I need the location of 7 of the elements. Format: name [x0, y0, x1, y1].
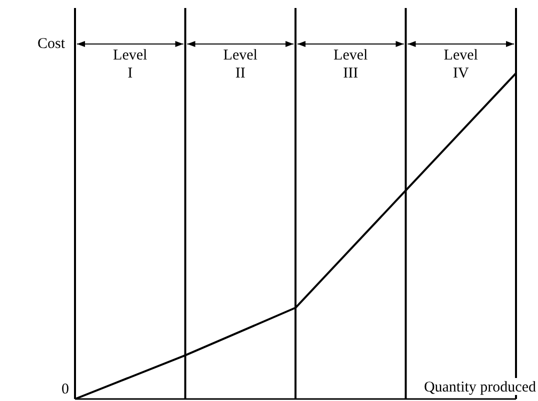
annotation: Level IV [444, 47, 478, 82]
text: 0 [62, 381, 69, 398]
y-axis-title: Cost [37, 36, 66, 52]
annotation: Level III [334, 47, 368, 82]
annotation: Level I [113, 47, 148, 82]
x-axis-title: Quantity produced [424, 379, 536, 396]
annotation: Level II [223, 47, 258, 82]
